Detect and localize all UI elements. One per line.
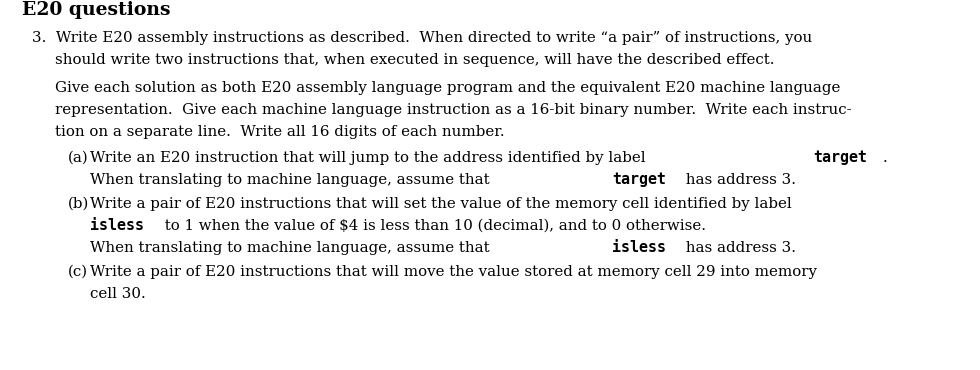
Text: Give each solution as both E20 assembly language program and the equivalent E20 : Give each solution as both E20 assembly … <box>55 81 841 95</box>
Text: representation.  Give each machine language instruction as a 16-bit binary numbe: representation. Give each machine langua… <box>55 103 852 117</box>
Text: .: . <box>883 151 888 165</box>
Text: target: target <box>813 150 867 165</box>
Text: isless: isless <box>90 218 144 233</box>
Text: cell 30.: cell 30. <box>90 287 146 301</box>
Text: tion on a separate line.  Write all 16 digits of each number.: tion on a separate line. Write all 16 di… <box>55 125 505 139</box>
Text: (b): (b) <box>68 197 89 211</box>
Text: Write a pair of E20 instructions that will set the value of the memory cell iden: Write a pair of E20 instructions that wi… <box>90 197 792 211</box>
Text: isless: isless <box>612 240 665 255</box>
Text: (a): (a) <box>68 151 88 165</box>
Text: should write two instructions that, when executed in sequence, will have the des: should write two instructions that, when… <box>55 53 774 67</box>
Text: When translating to machine language, assume that: When translating to machine language, as… <box>90 241 494 255</box>
Text: E20 questions: E20 questions <box>22 1 171 19</box>
Text: to 1 when the value of $4 is less than 10 (decimal), and to 0 otherwise.: to 1 when the value of $4 is less than 1… <box>160 219 706 233</box>
Text: Write an E20 instruction that will jump to the address identified by label: Write an E20 instruction that will jump … <box>90 151 651 165</box>
Text: 3.  Write E20 assembly instructions as described.  When directed to write “a pai: 3. Write E20 assembly instructions as de… <box>32 31 812 45</box>
Text: (c): (c) <box>68 265 88 279</box>
Text: has address 3.: has address 3. <box>681 173 797 187</box>
Text: When translating to machine language, assume that: When translating to machine language, as… <box>90 173 494 187</box>
Text: has address 3.: has address 3. <box>681 241 797 255</box>
Text: Write a pair of E20 instructions that will move the value stored at memory cell : Write a pair of E20 instructions that wi… <box>90 265 817 279</box>
Text: target: target <box>612 172 665 187</box>
